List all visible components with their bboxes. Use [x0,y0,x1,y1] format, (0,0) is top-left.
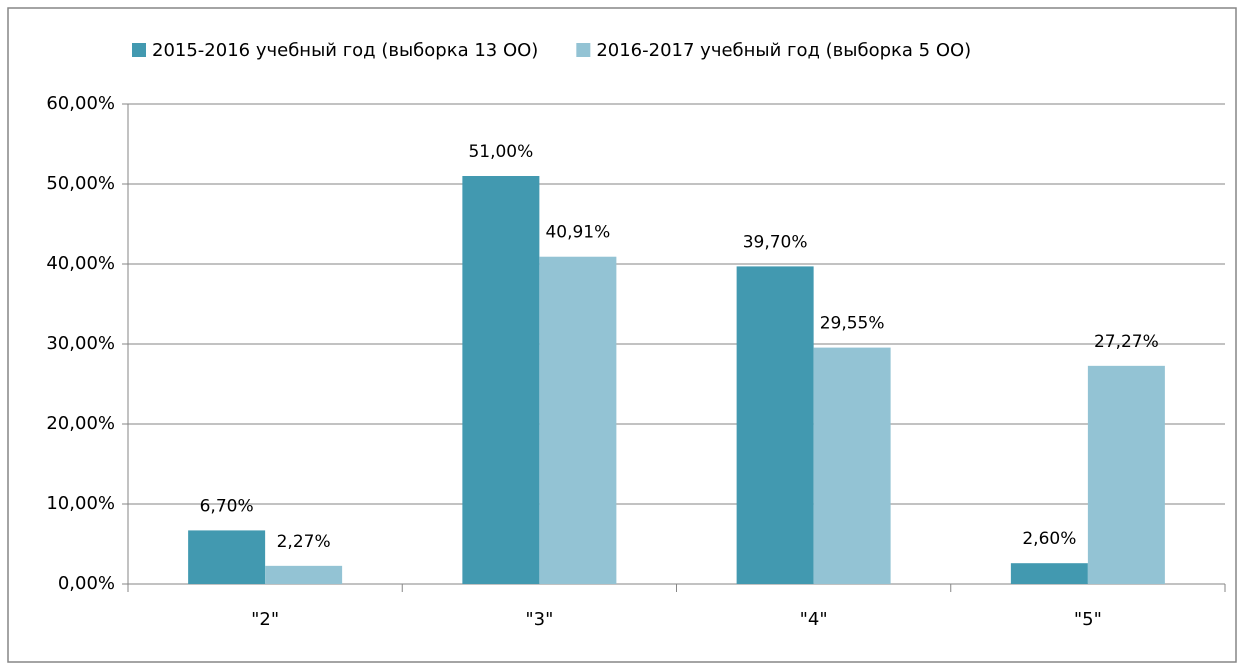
value-label: 2,60% [1022,529,1076,549]
value-label: 2,27% [277,532,331,552]
bar [539,256,617,584]
legend-label: 2015-2016 учебный год (выборка 13 ОО) [152,40,538,61]
y-tick-label: 20,00% [46,413,115,434]
bar [813,347,891,584]
legend-swatch [576,43,591,57]
bar [265,565,343,584]
x-tick-label: "2" [251,609,279,630]
x-tick-label: "5" [1074,609,1102,630]
bar [1087,365,1165,584]
y-tick-label: 40,00% [46,253,115,274]
bar [1010,563,1088,584]
y-tick-label: 60,00% [46,93,115,114]
value-label: 51,00% [468,142,533,162]
y-tick-label: 10,00% [46,493,115,514]
x-tick-label: "3" [525,609,553,630]
value-label: 27,27% [1094,332,1159,352]
value-label: 40,91% [545,223,610,243]
bar [462,176,540,584]
bar [188,530,266,584]
legend-swatch [132,43,146,57]
bar [736,266,814,584]
y-tick-label: 30,00% [46,333,115,354]
value-label: 6,70% [200,496,254,516]
value-label: 29,55% [820,314,885,334]
x-tick-label: "4" [800,609,828,630]
y-tick-label: 50,00% [46,173,115,194]
legend-label: 2016-2017 учебный год (выборка 5 ОО) [596,40,971,61]
value-label: 39,70% [743,232,808,252]
y-tick-label: 0,00% [58,573,115,594]
